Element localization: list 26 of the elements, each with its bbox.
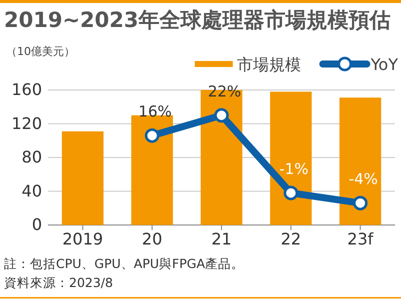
data-label: -4% <box>348 170 378 188</box>
y-tick-label: 80 <box>22 148 42 167</box>
bar <box>62 131 104 225</box>
y-tick-label: 120 <box>11 114 42 133</box>
x-tick-label: 21 <box>211 229 232 248</box>
legend-label: 市場規模 <box>236 55 301 74</box>
point <box>353 196 368 210</box>
point <box>214 108 229 123</box>
y-tick-label: 160 <box>11 80 42 100</box>
bar <box>270 92 312 225</box>
chart-subtitle: （10億美元） <box>6 45 75 58</box>
chart-title: 2019~2023年全球處理器市場規模預估 <box>4 8 390 32</box>
x-tick-label: 2019 <box>62 229 104 248</box>
data-label: -1% <box>279 160 309 178</box>
bar <box>131 115 173 225</box>
point <box>144 128 160 143</box>
x-tick-label: 20 <box>142 229 162 248</box>
source-note: 資料來源：2023/8 <box>4 275 114 290</box>
y-tick-label: 0 <box>32 215 42 234</box>
point <box>284 186 298 200</box>
y-tick-label: 40 <box>22 181 42 200</box>
bar <box>339 98 382 225</box>
text: 註：包括CPU、GPU、APU與FPGA產品。 <box>4 256 244 271</box>
x-tick-label: 23f <box>347 229 374 248</box>
x-tick-label: 22 <box>280 229 302 248</box>
legend-label: YoY <box>370 55 398 74</box>
